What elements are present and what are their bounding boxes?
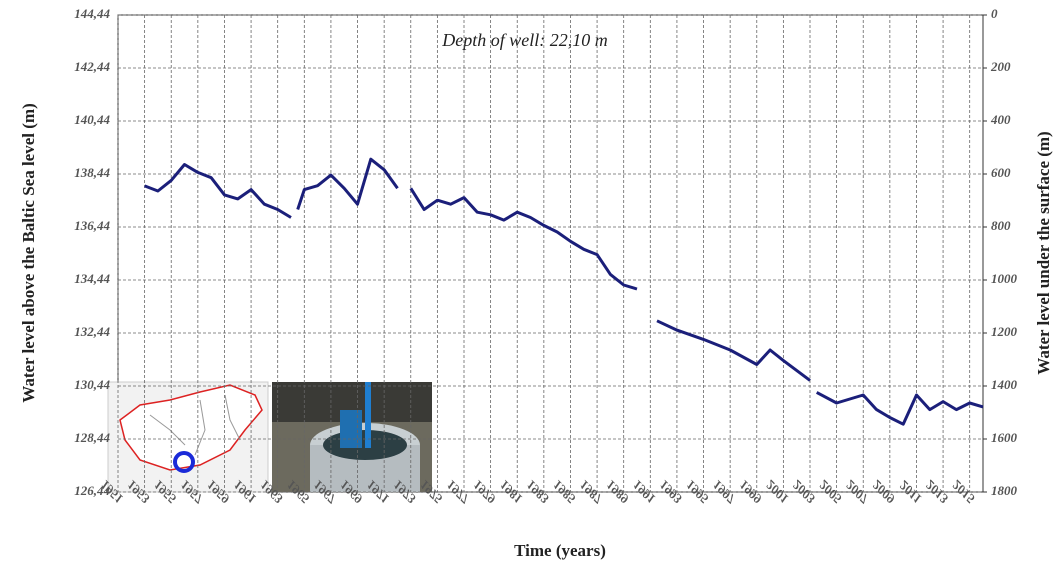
x-tick-label: 1993 (656, 477, 685, 506)
x-tick-label: 1991 (630, 477, 659, 506)
x-axis-label: Time (years) (514, 541, 606, 560)
x-tick-label: 1997 (709, 477, 738, 506)
x-tick-label: 2001 (762, 477, 792, 507)
annotation: Depth of well: 22,10 m (441, 30, 607, 50)
x-tick-label: 1985 (550, 477, 579, 506)
photo-inset (272, 382, 432, 492)
y-axis-label: Water level above the Baltic Sea level (… (19, 103, 38, 402)
y-tick-label: 132,44 (74, 324, 110, 339)
x-tick-label: 2011 (895, 477, 924, 506)
y-tick-label: 138,44 (74, 165, 110, 180)
y2-tick-label: 600 (991, 165, 1011, 180)
x-tick-label: 1987 (576, 477, 605, 506)
x-tick-label: 1977 (443, 477, 472, 506)
y-tick-label: 142,44 (74, 59, 110, 74)
y-tick-label: 144,44 (74, 6, 110, 21)
y-tick-label: 126,44 (74, 483, 110, 498)
x-tick-label: 2015 (948, 477, 978, 507)
y2-tick-label: 1000 (991, 271, 1018, 286)
x-tick-label: 1983 (523, 477, 552, 506)
y2-tick-label: 1400 (991, 377, 1018, 392)
y2-tick-label: 1800 (991, 483, 1018, 498)
y2-tick-label: 400 (990, 112, 1011, 127)
y-tick-label: 140,44 (74, 112, 110, 127)
x-tick-label: 2007 (842, 477, 872, 507)
y-tick-label: 130,44 (74, 377, 110, 392)
y-tick-label: 128,44 (74, 430, 110, 445)
y2-tick-label: 0 (991, 6, 998, 21)
x-tick-label: 1979 (470, 477, 499, 506)
x-tick-label: 1995 (683, 477, 712, 506)
x-tick-label: 2013 (922, 477, 952, 507)
x-tick-label: 1989 (603, 477, 632, 506)
x-tick-label: 1981 (496, 477, 525, 506)
map-inset (107, 381, 269, 493)
y-tick-label: 136,44 (74, 218, 110, 233)
y-tick-label: 134,44 (74, 271, 110, 286)
y2-tick-label: 200 (990, 59, 1011, 74)
x-tick-label: 2003 (789, 477, 819, 507)
x-tick-label: 1999 (736, 477, 765, 506)
data-line (144, 157, 984, 426)
y2-tick-label: 1600 (991, 430, 1018, 445)
x-tick-label: 2009 (868, 477, 898, 507)
x-tick-label: 2005 (815, 477, 845, 507)
y2-tick-label: 1200 (991, 324, 1018, 339)
y2-tick-label: 800 (991, 218, 1011, 233)
y2-axis-label: Water level under the surface (m) (1034, 131, 1053, 374)
